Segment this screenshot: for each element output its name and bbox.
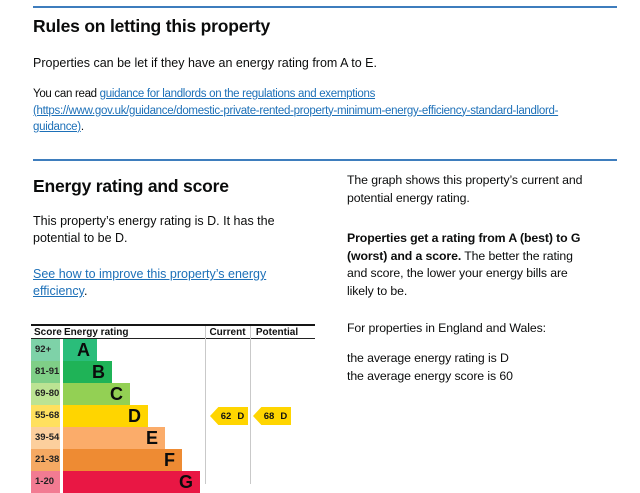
chart-header-current: Current [209,327,246,338]
potential-rating-arrow: 68 D [253,407,291,425]
epc-band-row-d: 55-68 D [31,405,315,427]
landlord-guidance-link[interactable]: guidance for landlords on the regulation… [33,88,559,133]
chart-column-divider-potential [250,326,251,484]
rules-paragraph: Properties can be let if they have an en… [33,56,377,70]
improve-efficiency-paragraph: See how to improve this property’s energ… [33,266,328,300]
potential-letter: D [280,410,288,422]
epc-band-row-c: 69-80 C [31,383,315,405]
current-rating-arrow: 62 D [210,407,248,425]
chart-header-energy-rating: Energy rating [64,327,129,338]
rules-guidance-paragraph: You can read guidance for landlords on t… [33,86,633,136]
epc-band-row-g: 1-20 G [31,471,315,493]
section-divider-energy [33,159,617,161]
band-score-range: 81-91 [31,361,60,383]
averages-paragraph: the average energy rating is D the avera… [347,351,513,383]
band-letter: G [178,472,193,492]
epc-rating-chart: Score Energy rating Current Potential 92… [31,324,315,493]
rating-explainer-bold: Properties get a rating from A (best) to… [347,231,581,263]
band-bar: A [63,339,97,361]
rules-heading: Rules on letting this property [33,16,271,36]
guidance-link-prefix: You can read [33,88,100,100]
band-letter: A [77,340,90,360]
band-bar: E [63,427,165,449]
section-divider-top [33,6,617,8]
improve-efficiency-link[interactable]: See how to improve this property’s energ… [33,267,267,298]
current-score: 62 [220,410,232,422]
chart-header-score: Score [34,327,62,338]
epc-band-row-a: 92+ A [31,339,315,361]
guidance-link-suffix: . [80,121,84,133]
rating-explainer-rest: The better the rating and score, the low… [347,248,573,298]
epc-band-row-e: 39-54 E [31,427,315,449]
band-bar: G [63,471,200,493]
band-bar: C [63,383,130,405]
band-bar: B [63,361,112,383]
graph-description-paragraph: The graph shows this property’s current … [347,173,583,205]
band-letter: E [145,428,158,448]
rating-explainer-paragraph: Properties get a rating from A (best) to… [347,230,640,300]
band-score-range: 92+ [31,339,60,361]
band-letter: F [164,450,175,470]
band-score-range: 21-38 [31,449,60,471]
chart-header-underline [31,338,315,339]
energy-rating-heading: Energy rating and score [33,176,229,196]
band-letter: B [92,362,105,382]
band-score-range: 39-54 [31,427,60,449]
band-score-range: 1-20 [31,471,60,493]
energy-rating-paragraph: This property’s energy rating is D. It h… [33,214,275,245]
current-letter: D [237,410,245,422]
region-paragraph: For properties in England and Wales: [347,321,546,335]
band-score-range: 55-68 [31,405,60,427]
potential-score: 68 [263,410,275,422]
band-letter: C [110,384,123,404]
band-score-range: 69-80 [31,383,60,405]
band-bar: F [63,449,182,471]
chart-header-potential: Potential [255,327,299,338]
chart-column-divider-current [205,326,206,484]
epc-band-row-b: 81-91 B [31,361,315,383]
improve-link-suffix: . [83,284,88,298]
chart-top-border [31,324,315,326]
band-letter: D [128,406,141,426]
band-bar: D [63,405,148,427]
epc-band-row-f: 21-38 F [31,449,315,471]
